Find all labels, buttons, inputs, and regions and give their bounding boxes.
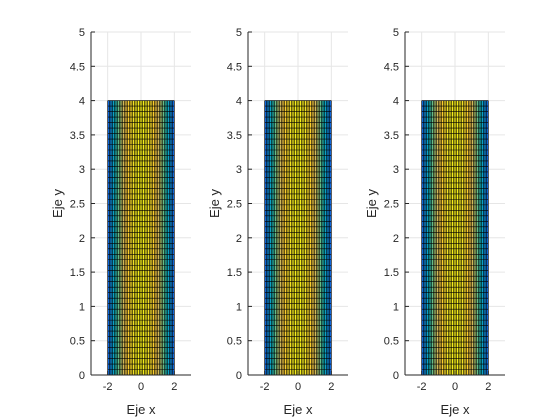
y-tick-label: 4.5	[70, 61, 85, 73]
y-tick-label: 2.5	[227, 199, 242, 211]
y-tick-label: 2	[236, 233, 242, 245]
y-tick-label: 2.5	[70, 199, 85, 211]
y-tick-label: 0	[79, 370, 85, 382]
y-tick-label: 1.5	[384, 267, 399, 279]
y-tick-label: 4.5	[227, 61, 242, 73]
y-tick-label: 5	[236, 27, 242, 39]
y-tick-label: 1	[236, 301, 242, 313]
y-tick-label: 1.5	[227, 267, 242, 279]
x-tick-label: 0	[138, 381, 144, 393]
x-tick-label: -2	[260, 381, 270, 393]
y-tick-label: 2	[79, 233, 85, 245]
y-tick-label: 4.5	[384, 61, 399, 73]
y-tick-label: 3.5	[227, 130, 242, 142]
subplot-2: -2 0 2 0 0.5 1 1.5 2 2.5 3 3.5 4 4.5 5 Eje x Eje y	[207, 27, 348, 417]
y-tick-label: 2.5	[384, 199, 399, 211]
y-tick-label: 0	[393, 370, 399, 382]
y-tick-label: 4	[236, 96, 242, 108]
y-tick-label: 4	[79, 96, 85, 108]
y-tick-label: 2	[393, 233, 399, 245]
surface	[264, 100, 332, 376]
y-tick-label: 5	[393, 27, 399, 39]
y-tick-label: 1.5	[70, 267, 85, 279]
y-tick-label: 4	[393, 96, 399, 108]
surface	[421, 100, 489, 376]
x-tick-label: 0	[452, 381, 458, 393]
y-tick-label: 3.5	[70, 130, 85, 142]
x-tick-label: 2	[328, 381, 334, 393]
y-tick-label: 0.5	[70, 336, 85, 348]
x-tick-label: -2	[417, 381, 427, 393]
y-tick-label: 5	[79, 27, 85, 39]
x-tick-label: 0	[295, 381, 301, 393]
y-axis-label: Eje y	[364, 189, 379, 218]
subplot-1: -2 0 2 0 0.5 1 1.5 2 2.5 3 3.5 4 4.5 5 Eje x Eje y	[50, 27, 191, 417]
x-tick-label: 2	[171, 381, 177, 393]
y-axis-label: Eje y	[50, 189, 65, 218]
y-tick-label: 0	[236, 370, 242, 382]
x-axis-label: Eje x	[284, 402, 313, 417]
subplot-3: -2 0 2 0 0.5 1 1.5 2 2.5 3 3.5 4 4.5 5 Eje x Eje y	[364, 27, 505, 417]
y-tick-label: 1	[393, 301, 399, 313]
x-tick-label: 2	[485, 381, 491, 393]
x-axis-label: Eje x	[441, 402, 470, 417]
x-tick-label: -2	[103, 381, 113, 393]
surface	[107, 100, 175, 376]
y-tick-label: 0.5	[227, 336, 242, 348]
y-tick-label: 3.5	[384, 130, 399, 142]
y-tick-label: 3	[236, 164, 242, 176]
x-axis-label: Eje x	[127, 402, 156, 417]
y-tick-label: 0.5	[384, 336, 399, 348]
y-tick-label: 3	[393, 164, 399, 176]
y-tick-label: 3	[79, 164, 85, 176]
y-tick-label: 1	[79, 301, 85, 313]
y-axis-label: Eje y	[207, 189, 222, 218]
